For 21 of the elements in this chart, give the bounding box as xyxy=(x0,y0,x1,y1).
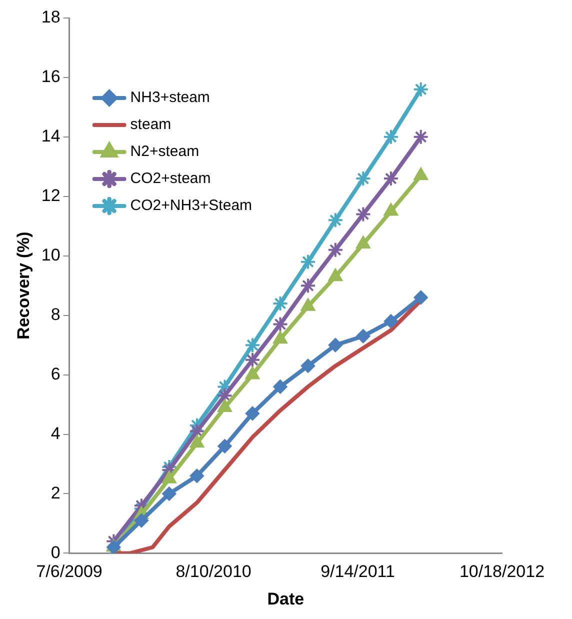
x-tick-label: 8/10/2010 xyxy=(176,562,252,582)
legend-label: N2+steam xyxy=(130,143,200,160)
y-tick-label: 10 xyxy=(41,246,60,265)
y-tick-label: 14 xyxy=(41,126,60,146)
legend-label: CO2+NH3+Steam xyxy=(130,197,252,214)
x-tick-label: 7/6/2009 xyxy=(36,562,102,582)
legend-label: CO2+steam xyxy=(130,170,211,188)
legend-label: steam xyxy=(130,116,172,134)
y-tick-label: 16 xyxy=(41,67,60,86)
y-tick-label: 0 xyxy=(50,542,60,562)
legend-label: NH3+steam xyxy=(130,89,210,106)
y-tick-label: 6 xyxy=(50,364,60,384)
y-tick-label: 2 xyxy=(50,483,60,502)
y-axis-title: Recovery (%) xyxy=(14,232,33,340)
y-tick-label: 18 xyxy=(41,8,60,27)
y-tick-label: 4 xyxy=(50,424,60,443)
y-tick-label: 12 xyxy=(41,186,60,206)
y-tick-label: 8 xyxy=(50,305,60,324)
x-tick-label: 9/14/2011 xyxy=(320,562,395,582)
x-axis-title: Date xyxy=(267,589,304,608)
x-tick-label: 10/18/2012 xyxy=(459,562,545,582)
